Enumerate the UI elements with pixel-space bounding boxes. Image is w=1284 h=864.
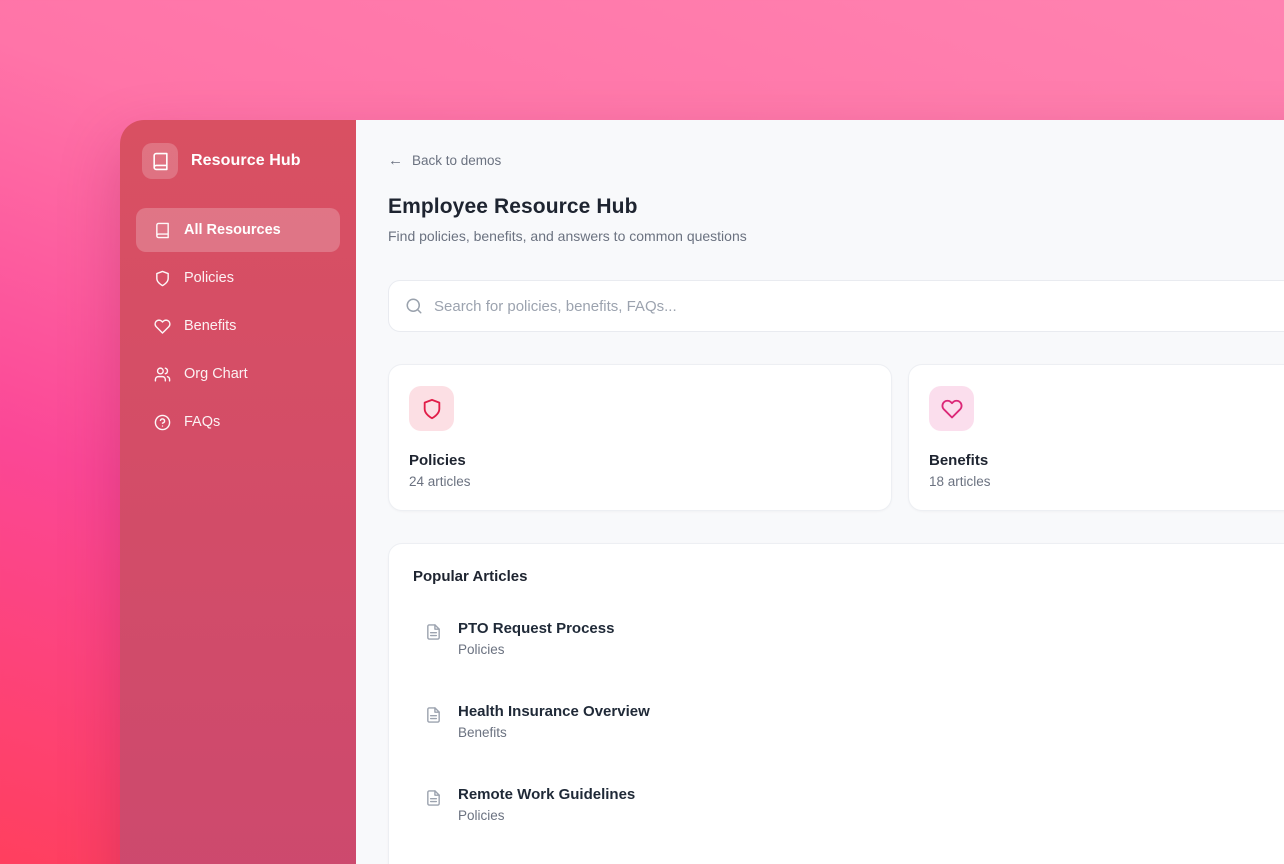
heart-icon — [154, 318, 171, 334]
file-text-icon — [425, 788, 442, 808]
main-content: ← Back to demos Employee Resource Hub Fi… — [356, 120, 1284, 864]
app-window: Resource Hub All Resources Policies Bene… — [120, 120, 1284, 864]
heart-icon — [929, 386, 974, 431]
category-title: Benefits — [929, 452, 989, 469]
article-category: Policies — [458, 642, 505, 657]
article-row[interactable]: 401k Enrollment Guide — [413, 857, 1284, 864]
sidebar-item-faqs[interactable]: FAQs — [136, 400, 340, 444]
sidebar-item-org-chart[interactable]: Org Chart — [136, 352, 340, 396]
search-bar — [388, 280, 1284, 332]
book-icon — [142, 143, 178, 179]
article-title: Health Insurance Overview — [458, 703, 650, 720]
article-category: Benefits — [458, 725, 507, 740]
popular-articles-card: Popular Articles PTO Request Process Pol… — [388, 543, 1284, 864]
category-count: 24 articles — [409, 474, 471, 489]
users-icon — [154, 366, 171, 382]
category-count: 18 articles — [929, 474, 991, 489]
book-icon — [156, 222, 169, 238]
category-cards: Policies 24 articles Benefits 18 article… — [388, 364, 1284, 511]
search-icon — [406, 298, 422, 314]
category-title: Policies — [409, 452, 466, 469]
popular-articles-title: Popular Articles — [413, 568, 528, 585]
category-card-policies[interactable]: Policies 24 articles — [388, 364, 892, 511]
shield-icon — [409, 386, 454, 431]
sidebar-item-label: All Resources — [184, 222, 281, 238]
sidebar-item-benefits[interactable]: Benefits — [136, 304, 340, 348]
search-input[interactable] — [434, 297, 1284, 315]
back-link-label: Back to demos — [412, 153, 502, 168]
arrow-left-icon: ← — [388, 152, 403, 169]
sidebar-item-label: Benefits — [184, 318, 237, 334]
sidebar: Resource Hub All Resources Policies Bene… — [120, 120, 356, 864]
file-text-icon — [425, 622, 442, 642]
page-title: Employee Resource Hub — [388, 195, 638, 218]
article-row[interactable]: Remote Work Guidelines Policies — [413, 774, 1284, 835]
shield-icon — [156, 270, 169, 286]
category-card-benefits[interactable]: Benefits 18 articles — [908, 364, 1284, 511]
page-subtitle: Find policies, benefits, and answers to … — [388, 228, 747, 244]
sidebar-item-label: Policies — [184, 270, 234, 286]
sidebar-item-all-resources[interactable]: All Resources — [136, 208, 340, 252]
sidebar-nav: All Resources Policies Benefits Org — [136, 208, 340, 444]
article-title: PTO Request Process — [458, 620, 615, 637]
app-title: Resource Hub — [191, 152, 301, 169]
article-row[interactable]: PTO Request Process Policies — [413, 608, 1284, 669]
article-row[interactable]: Health Insurance Overview Benefits — [413, 691, 1284, 752]
file-text-icon — [425, 705, 442, 725]
sidebar-item-label: FAQs — [184, 414, 221, 430]
sidebar-item-label: Org Chart — [184, 366, 248, 382]
article-title: Remote Work Guidelines — [458, 786, 636, 803]
sidebar-item-policies[interactable]: Policies — [136, 256, 340, 300]
article-category: Policies — [458, 808, 505, 823]
brand: Resource Hub — [136, 143, 340, 179]
help-circle-icon — [154, 414, 171, 430]
back-to-demos-link[interactable]: ← Back to demos — [388, 153, 501, 168]
